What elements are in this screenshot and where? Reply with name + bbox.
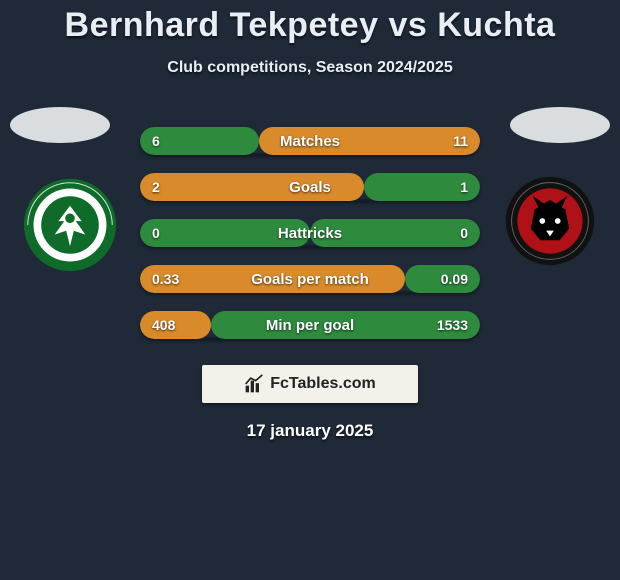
stat-pill: 00Hattricks <box>140 219 480 247</box>
comparison-stage: 611Matches 21Goals 00Hattricks 0.330.09Goal… <box>0 107 620 427</box>
stat-pill: 21Goals <box>140 173 480 201</box>
stat-pill: 4081533Min per goal <box>140 311 480 339</box>
stat-label: Matches <box>140 127 480 155</box>
site-label: FcTables.com <box>270 375 376 393</box>
stat-pill: 0.330.09Goals per match <box>140 265 480 293</box>
ludogorets-crest-icon <box>22 177 118 273</box>
site-attribution: FcTables.com <box>202 365 418 403</box>
ellipse-left <box>10 107 110 143</box>
comparison-date: 17 january 2025 <box>0 421 620 441</box>
midtjylland-crest-icon <box>502 173 598 269</box>
stat-label: Min per goal <box>140 311 480 339</box>
ellipse-right <box>510 107 610 143</box>
stat-label: Hattricks <box>140 219 480 247</box>
bar-chart-icon <box>244 374 264 394</box>
stat-label: Goals <box>140 173 480 201</box>
club-badge-right <box>502 173 598 269</box>
subtitle: Club competitions, Season 2024/2025 <box>0 59 620 77</box>
stat-pill: 611Matches <box>140 127 480 155</box>
club-badge-left <box>22 177 118 273</box>
stat-pill-list: 611Matches 21Goals 00Hattricks 0.330.09Goal… <box>140 127 480 357</box>
page-title: Bernhard Tekpetey vs Kuchta <box>0 0 620 45</box>
stat-label: Goals per match <box>140 265 480 293</box>
